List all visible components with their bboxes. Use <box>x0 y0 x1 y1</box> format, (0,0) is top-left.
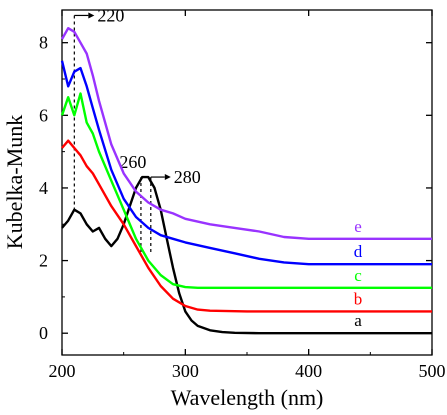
y-tick-label: 8 <box>39 33 48 53</box>
series-line-d <box>60 60 432 266</box>
y-tick-label: 6 <box>39 105 48 125</box>
x-tick-label: 500 <box>419 361 446 381</box>
y-tick-label: 4 <box>39 178 48 198</box>
series-line-b <box>61 139 432 313</box>
series-line-c <box>60 92 432 289</box>
series-label-b: b <box>354 289 363 308</box>
y-axis-label: Kubelka-Munk <box>2 115 27 249</box>
series-label-c: c <box>354 266 362 285</box>
axis-ticks: 200 300 400 500 0 2 4 6 8 <box>39 10 446 381</box>
series-line-e <box>60 27 432 240</box>
series-line-a <box>61 175 432 335</box>
series-label-d: d <box>354 242 363 261</box>
annotation-label: 220 <box>97 5 124 25</box>
series-label-e: e <box>354 217 362 236</box>
annotation-arrowhead <box>88 12 95 19</box>
series-lines <box>60 27 432 335</box>
annotation-label: 280 <box>174 167 201 187</box>
y-tick-label: 0 <box>39 323 48 343</box>
x-tick-label: 400 <box>295 361 322 381</box>
series-label-a: a <box>354 311 362 330</box>
annotation-arrowhead <box>164 174 171 181</box>
x-tick-label: 200 <box>49 361 76 381</box>
y-tick-label: 2 <box>39 251 48 271</box>
annotation-label: 260 <box>119 152 146 172</box>
x-axis-label: Wavelength (nm) <box>171 385 324 410</box>
x-tick-label: 300 <box>172 361 199 381</box>
